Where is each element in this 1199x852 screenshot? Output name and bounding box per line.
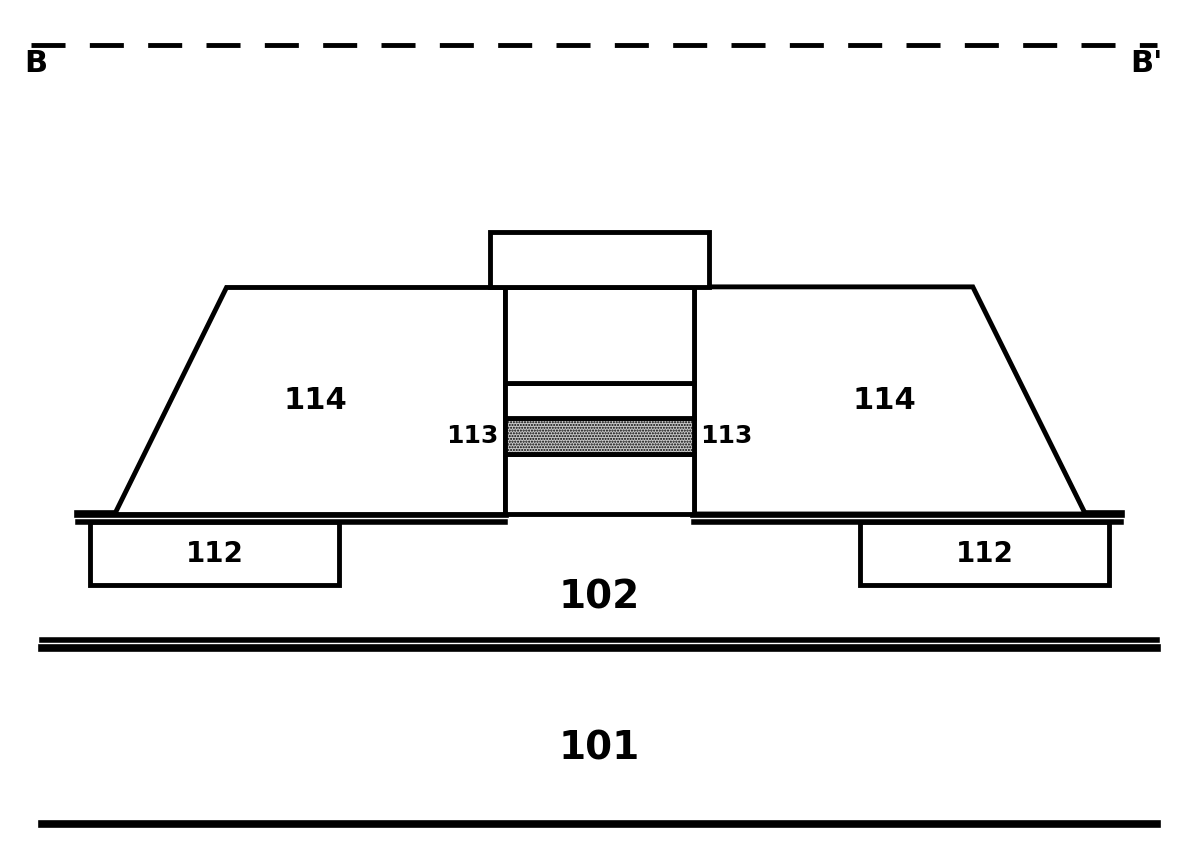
- Text: 113: 113: [446, 424, 499, 448]
- Text: 101: 101: [559, 729, 640, 768]
- Bar: [505, 287, 694, 383]
- Text: 109: 109: [573, 424, 626, 448]
- Text: 102: 102: [559, 579, 640, 617]
- Bar: [505, 383, 694, 418]
- Polygon shape: [114, 287, 505, 514]
- Text: 112: 112: [186, 540, 243, 567]
- Text: B': B': [1129, 49, 1162, 78]
- Bar: [505, 418, 694, 453]
- Text: 111: 111: [567, 320, 632, 349]
- Text: 110: 110: [573, 389, 626, 413]
- Bar: [90, 522, 339, 585]
- Text: B: B: [25, 49, 48, 78]
- Text: 114: 114: [283, 386, 347, 415]
- Bar: [505, 453, 694, 514]
- Bar: [490, 233, 709, 287]
- Polygon shape: [694, 287, 1085, 514]
- Bar: [860, 522, 1109, 585]
- Text: 112: 112: [956, 540, 1013, 567]
- Text: 108: 108: [571, 469, 628, 498]
- Text: 116: 116: [571, 245, 628, 273]
- Text: 113: 113: [700, 424, 753, 448]
- Text: 114: 114: [852, 386, 916, 415]
